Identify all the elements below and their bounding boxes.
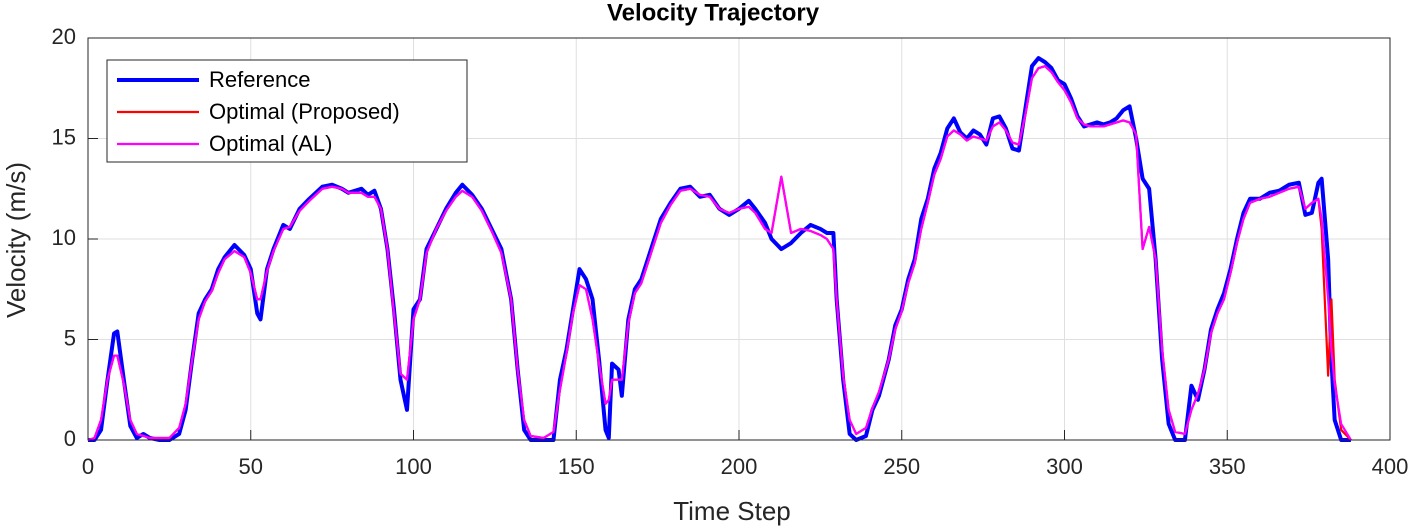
x-tick-label: 0 — [82, 454, 94, 479]
y-axis-label: Velocity (m/s) — [1, 162, 31, 318]
x-tick-label: 200 — [721, 454, 758, 479]
legend: Reference Optimal (Proposed) Optimal (AL) — [106, 59, 468, 163]
x-tick-label: 50 — [239, 454, 263, 479]
x-tick-label: 100 — [395, 454, 432, 479]
legend-label: Reference — [209, 67, 311, 92]
x-tick-label: 400 — [1372, 454, 1409, 479]
y-tick-label: 15 — [52, 124, 76, 149]
x-tick-label: 250 — [883, 454, 920, 479]
legend-label: Optimal (Proposed) — [209, 99, 400, 124]
y-tick-label: 5 — [64, 325, 76, 350]
plot-frame — [87, 37, 1391, 441]
x-axis-label: Time Step — [673, 496, 791, 526]
x-tick-label: 350 — [1209, 454, 1246, 479]
y-tick-label: 10 — [52, 225, 76, 250]
x-tick-label: 300 — [1046, 454, 1083, 479]
chart-title: Velocity Trajectory — [607, 0, 820, 26]
y-tick-label: 0 — [64, 426, 76, 451]
y-tick-label: 20 — [52, 24, 76, 49]
series-line — [87, 65, 1352, 442]
legend-label: Optimal (AL) — [209, 131, 332, 156]
x-tick-label: 150 — [558, 454, 595, 479]
